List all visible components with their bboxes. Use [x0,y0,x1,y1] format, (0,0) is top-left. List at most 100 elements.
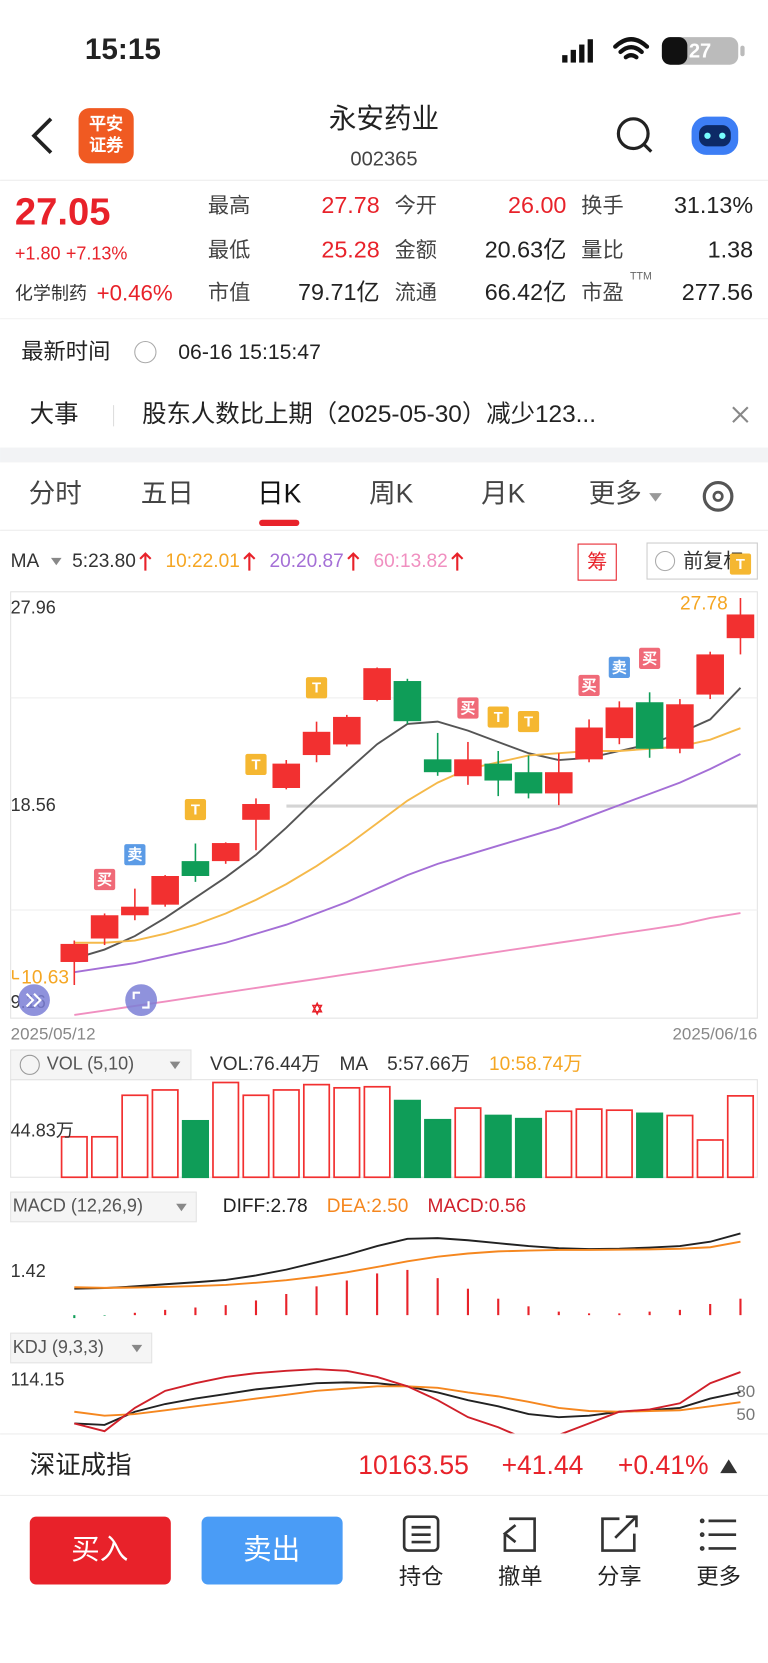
stat-value: 31.13% [674,192,753,218]
volume-bar [605,1109,633,1179]
signal-label: T [191,803,200,819]
volume-bar [454,1107,482,1179]
legend-item: MACD:0.56 [427,1196,526,1217]
candle-body [181,861,210,876]
dropdown-icon [649,493,662,502]
volume-bar [151,1089,179,1179]
cancel-icon [502,1517,536,1552]
close-news[interactable] [732,406,749,423]
signal-badge[interactable] [124,844,146,866]
tab[interactable]: 更多 [589,478,642,508]
signal-badge[interactable] [305,677,328,699]
chip-button[interactable] [577,543,617,581]
y-tick-label: 27.96 [11,598,56,618]
stock-code: 002365 [350,148,417,170]
news-tag: 大事 [30,401,79,428]
signal-badge[interactable] [184,798,207,821]
volume-chart: VOL:76.44万 MA 5:57.66万 10:58.74万 44.83万 [10,1054,758,1179]
volume-bar [333,1086,361,1179]
legend-item: DEA:2.50 [327,1196,409,1217]
y-tick-label: 80 [736,1382,755,1401]
tool-label[interactable]: 撤单 [498,1564,543,1589]
position-icon [402,1515,440,1552]
signal-badge[interactable] [608,656,630,679]
legend-item: 10:22.01 [166,551,240,572]
settings-button[interactable] [702,480,734,512]
battery-level [661,37,688,65]
legend-item: DIFF:2.78 [223,1196,308,1217]
assistant-button[interactable] [691,116,739,155]
tool-label[interactable]: 持仓 [399,1564,444,1589]
candle-body [726,614,755,639]
sell-label: 卖出 [243,1534,300,1566]
signal-badge[interactable] [578,674,600,697]
broker-logo-text: 平安 [89,114,123,134]
update-label: 最新时间 [21,339,110,364]
tab[interactable]: 分时 [29,478,82,508]
signal-label: 卖 [612,659,627,676]
stat-value: 66.42亿 [485,279,567,305]
signal-badge[interactable] [245,753,267,776]
update-time: 06-16 15:15:47 [178,341,321,364]
chip-label: 筹 [587,550,607,573]
start-date: 2025/05/12 [11,1025,96,1044]
volume-bar [696,1139,724,1179]
indicator-select[interactable] [10,1049,192,1081]
stat-label: 今开 [395,193,437,217]
index-value: 10163.55 [358,1450,469,1480]
signal-badge[interactable] [639,647,661,669]
volume-bar [302,1083,331,1179]
signal-badge[interactable] [517,710,540,733]
low-label: 10.63 [21,968,69,989]
battery-tip [740,45,745,57]
candle-body [666,704,694,749]
volume-bar [514,1117,543,1179]
search-button[interactable] [616,117,653,153]
legend-item: MA [339,1054,368,1075]
volume-bar [636,1112,664,1179]
tool-label[interactable]: 更多 [696,1564,741,1589]
tool-label[interactable]: 分享 [597,1564,642,1589]
signal-badge[interactable] [93,868,116,891]
signal-badge[interactable] [729,553,752,575]
expand-button[interactable] [125,984,158,1017]
signal-label: T [494,710,503,726]
expand-index[interactable] [720,1459,738,1474]
signal-label: T [312,681,321,697]
signal-label: T [736,557,745,573]
indicator-select[interactable] [10,1191,197,1223]
tab[interactable]: 月K [481,478,526,508]
stat-label: 量比 [581,238,623,262]
signal-badge[interactable] [487,706,509,728]
signal-label: 买 [97,872,112,889]
tab[interactable]: 日K [257,478,302,508]
buy-button[interactable] [29,1516,171,1585]
volume-bar [60,1135,88,1179]
tab[interactable]: 五日 [141,478,194,508]
back-button[interactable] [31,117,53,155]
index-bar[interactable] [0,1433,768,1496]
signal-badge[interactable] [457,697,479,719]
price-change: +1.80 [15,243,61,263]
j-line [74,1368,741,1434]
dropdown-icon[interactable] [50,557,62,566]
ma-line [74,753,741,974]
stat-value: 277.56 [682,279,753,305]
tab[interactable]: 周K [369,478,414,508]
stock-name: 永安药业 [329,103,439,134]
stat-label: 市盈 [581,280,623,304]
indicator-name: KDJ (9,3,3) [13,1337,104,1357]
ma-label: MA [11,551,40,572]
broker-logo[interactable] [78,108,134,164]
high-label: 27.78 [680,593,728,614]
sell-button[interactable] [201,1516,343,1585]
news-text[interactable]: 股东人数比上期（2025-05-30）减少123... [142,401,596,428]
signal-label: T [251,757,260,773]
candle-body [242,804,270,820]
indicator-select[interactable] [10,1332,153,1364]
info-icon[interactable] [134,340,157,364]
event-icon[interactable] [311,1001,323,1016]
kdj-chart: K:80.40D:67.38J:106.48050114.15 [11,1368,755,1434]
expand-icon [132,991,150,1009]
signal-label: 卖 [127,847,142,864]
